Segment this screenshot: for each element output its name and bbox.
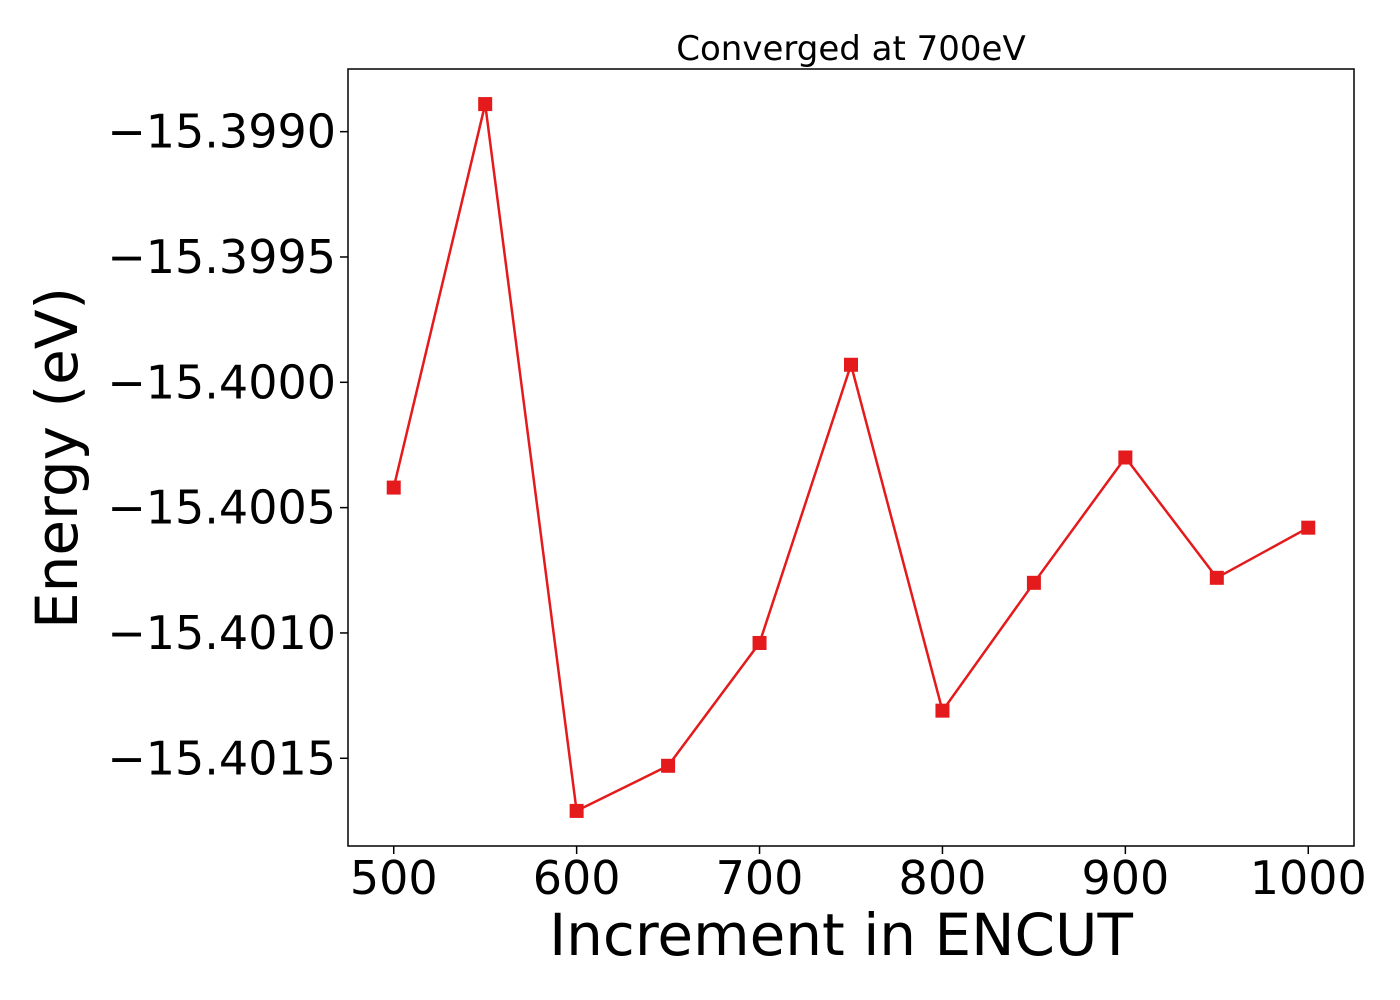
data-series	[386, 97, 1316, 818]
y-tick-label: −15.3995	[107, 230, 336, 284]
y-axis-title: Energy (eV)	[23, 287, 91, 629]
y-tick-label: −15.4000	[107, 355, 336, 409]
data-point-marker	[935, 703, 950, 718]
plot-area-frame	[347, 68, 1355, 847]
data-point-marker	[661, 758, 676, 773]
data-point-marker	[1118, 450, 1133, 465]
x-tick-label: 500	[350, 851, 438, 905]
chart-title: Converged at 700eV	[676, 29, 1025, 69]
data-point-marker	[478, 97, 493, 112]
data-point-marker	[1026, 575, 1041, 590]
data-point-marker	[569, 803, 584, 818]
data-point-marker	[752, 635, 767, 650]
x-tick-label: 800	[899, 851, 987, 905]
data-point-marker	[844, 357, 858, 372]
y-tick-label: −15.4010	[107, 606, 336, 660]
y-tick-label: −15.4015	[107, 731, 336, 785]
x-tick-label: 700	[716, 851, 804, 905]
y-tick-label: −15.3990	[107, 105, 336, 159]
x-tick-label: 900	[1081, 851, 1169, 905]
series-line	[392, 103, 1309, 813]
data-point-marker	[1209, 570, 1224, 585]
x-axis-ticks: 500 600 700 800 900 1000	[350, 846, 1367, 905]
data-point-marker	[386, 480, 401, 495]
y-axis-ticks: −15.3990 −15.3995 −15.4000 −15.4005 −15.4010…	[107, 105, 348, 785]
x-axis-title: Increment in ENCUT	[549, 901, 1133, 969]
x-tick-label: 600	[533, 851, 621, 905]
y-tick-label: −15.4005	[107, 481, 336, 535]
x-tick-label: 1000	[1250, 851, 1367, 905]
data-point-marker	[1301, 520, 1316, 535]
